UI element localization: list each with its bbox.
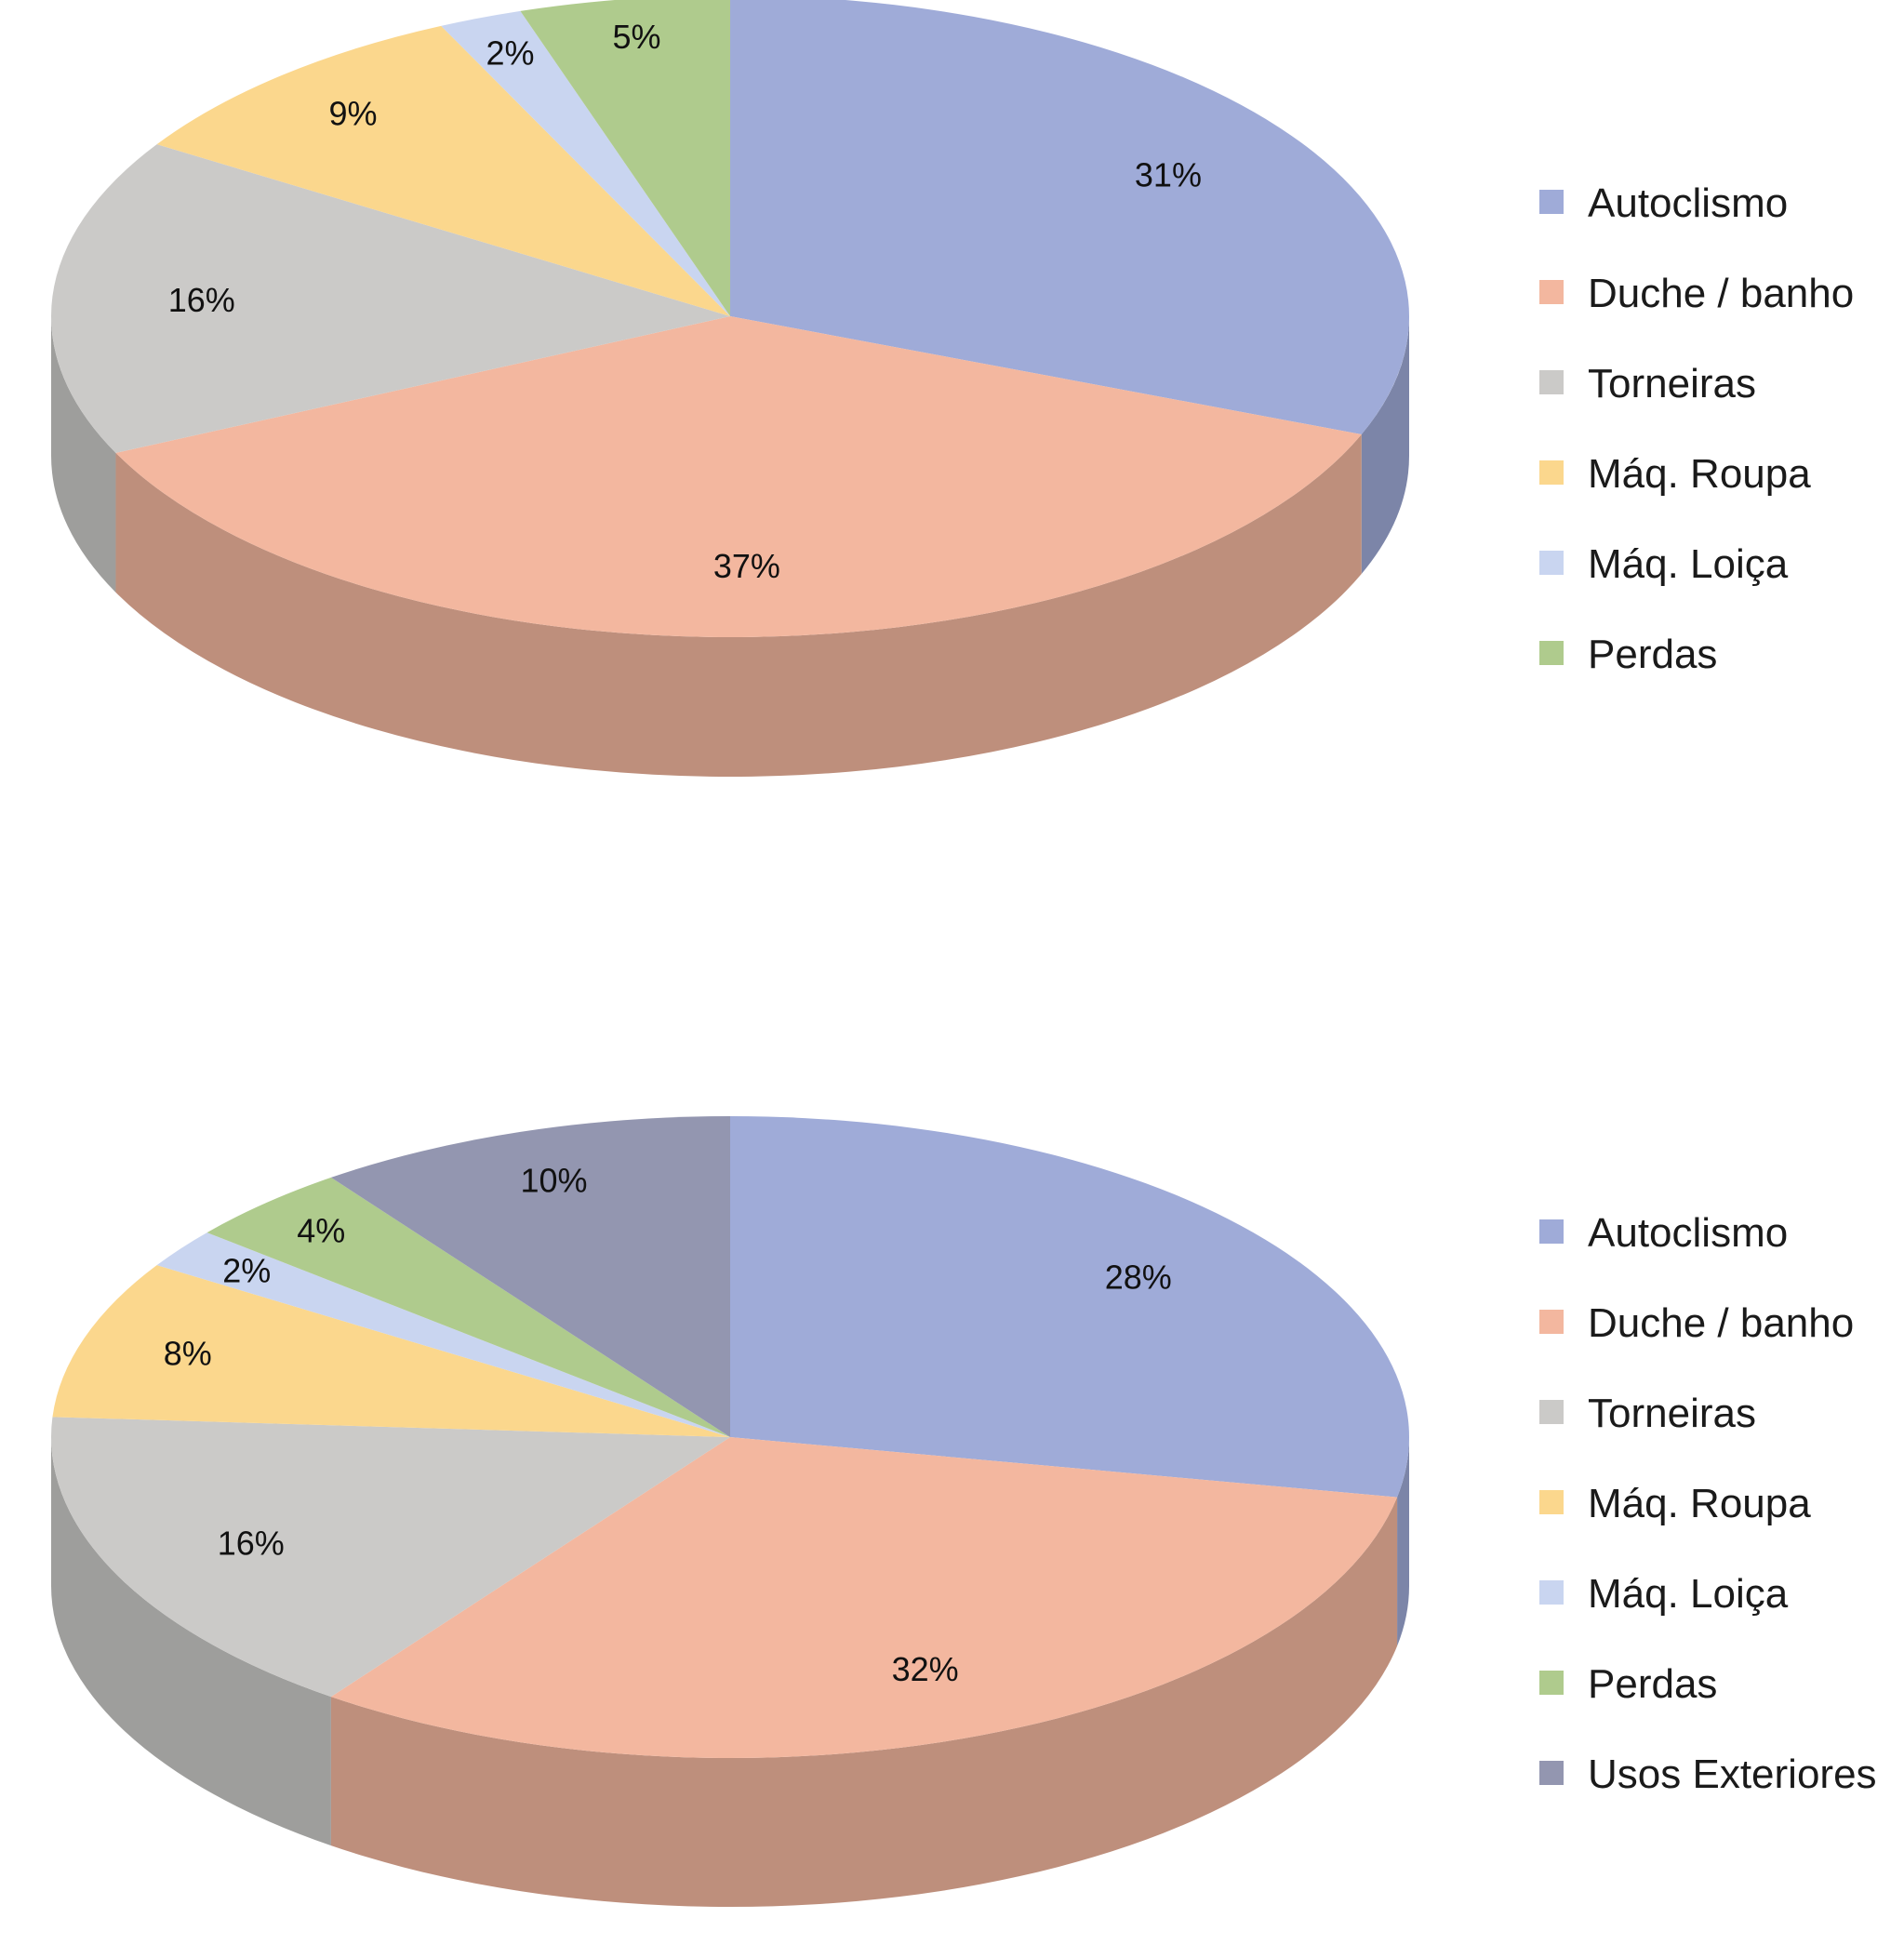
pie-slice-torneiras [50,144,730,453]
legend-swatch-perdas [1539,1671,1564,1695]
pie-side-duche-banho [115,434,1362,778]
pie-slice-perdas [206,1177,730,1437]
legend-label-duche-banho: Duche / banho [1588,271,1854,316]
pie-side-autoclismo [1361,316,1409,575]
legend-swatch-duche-banho [1539,1310,1564,1334]
legend-swatch-autoclismo [1539,190,1564,214]
pie-slice-usos-exteriores [330,1116,730,1437]
data-label-maq-loica: 2% [222,1252,271,1290]
pie-side-duche-banho [330,1497,1398,1907]
pie-chart-1: 31% 37% 16% 9% 2% 5% Autoclismo Duche / banho To… [50,0,1854,778]
pie-slice-maq-roupa [156,25,730,317]
legend-label-maq-loica: Máq. Loiça [1588,1571,1789,1617]
data-label-usos-exteriores: 10% [520,1161,587,1199]
pie-slice-torneiras [50,1417,731,1698]
legend-label-maq-loica: Máq. Loiça [1588,541,1789,587]
legend-label-perdas: Perdas [1588,632,1717,677]
legend-label-usos-exteriores: Usos Exteriores [1588,1752,1877,1797]
data-label-autoclismo: 31% [1135,156,1202,194]
data-label-duche-banho: 37% [713,547,780,585]
data-label-autoclismo: 28% [1105,1258,1172,1296]
legend-swatch-maq-roupa [1539,460,1564,485]
legend-swatch-torneiras [1539,1400,1564,1424]
pie-slice-autoclismo [730,1116,1409,1498]
pie-side-torneiras [51,316,116,593]
legend: Autoclismo Duche / banho Torneiras Máq. Rou… [1539,1210,1877,1797]
pie-side-torneiras [51,1437,331,1846]
data-label-maq-roupa: 9% [328,95,377,133]
legend-label-torneiras: Torneiras [1588,1391,1756,1436]
data-label-maq-loica: 2% [486,34,535,73]
pie-slice-perdas [520,0,730,316]
data-label-maq-roupa: 8% [164,1334,212,1372]
pie-slice-maq-roupa [52,1265,730,1437]
legend-label-torneiras: Torneiras [1588,361,1756,406]
legend-label-autoclismo: Autoclismo [1588,1210,1788,1256]
pie-slice-duche-banho [330,1437,1398,1759]
legend-swatch-torneiras [1539,370,1564,394]
legend-label-maq-roupa: Máq. Roupa [1588,451,1811,497]
legend-swatch-autoclismo [1539,1219,1564,1244]
legend: Autoclismo Duche / banho Torneiras Máq. Rou… [1539,180,1854,677]
pie-slice-duche-banho [115,316,1362,638]
legend-swatch-maq-loica [1539,551,1564,575]
data-label-torneiras: 16% [168,281,235,319]
pie-slice-maq-loica [156,1232,730,1437]
pie-slice-maq-loica [441,10,730,317]
legend-swatch-maq-roupa [1539,1490,1564,1514]
legend-label-maq-roupa: Máq. Roupa [1588,1481,1811,1526]
legend-swatch-perdas [1539,641,1564,665]
pie-chart-2: 28% 32% 16% 8% 2% 4% 10% Autoclismo Duche / banh… [50,1116,1877,1907]
data-label-perdas: 4% [297,1212,345,1250]
legend-swatch-duche-banho [1539,280,1564,304]
data-label-duche-banho: 32% [892,1650,959,1688]
pie-side-autoclismo [1397,1437,1409,1646]
legend-swatch-usos-exteriores [1539,1761,1564,1785]
legend-label-duche-banho: Duche / banho [1588,1300,1854,1346]
legend-label-perdas: Perdas [1588,1661,1717,1707]
legend-label-autoclismo: Autoclismo [1588,180,1788,226]
data-label-perdas: 5% [612,18,660,56]
legend-swatch-maq-loica [1539,1580,1564,1605]
pie-slice-autoclismo [730,0,1409,435]
data-label-torneiras: 16% [218,1525,285,1563]
